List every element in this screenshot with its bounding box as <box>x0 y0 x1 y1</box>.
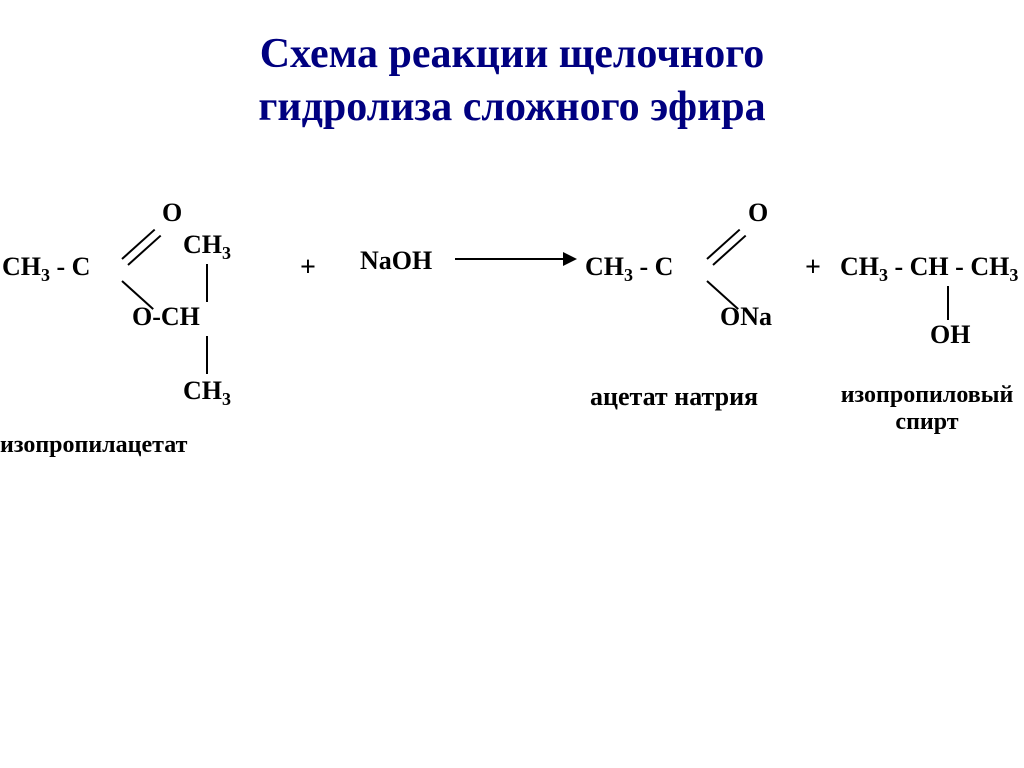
p2-vb <box>947 286 949 320</box>
reaction-scheme: CH3 - C O O-CH CH3 CH3 изопропилацетат +… <box>0 180 1024 500</box>
reactant-ch3-b: CH3 <box>183 376 231 410</box>
arrow-head <box>563 252 577 266</box>
title-line2: гидролиза сложного эфира <box>258 84 765 130</box>
reactant-o-top: O <box>162 198 182 228</box>
product1-o-top: O <box>748 198 768 228</box>
arrow-shaft <box>455 258 565 260</box>
reactant-och: O-CH <box>132 302 200 332</box>
product1-ona: ONa <box>720 302 772 332</box>
title-line1: Схема реакции щелочного <box>260 31 765 77</box>
product2-name: изопропиловый спирт <box>832 382 1022 436</box>
reactant-name: изопропилацетат <box>0 432 187 459</box>
product1-name: ацетат натрия <box>590 382 758 412</box>
reactant-vb1 <box>206 264 208 302</box>
reactant-ch3: CH3 - C <box>2 252 90 286</box>
plus-2: + <box>805 252 821 284</box>
naoh: NaOH <box>360 246 432 276</box>
product2-line1: CH3 - CH - CH3 <box>840 252 1018 286</box>
product1-ch3c: CH3 - C <box>585 252 673 286</box>
product2-oh: OH <box>930 320 970 350</box>
slide-title: Схема реакции щелочного гидролиза сложно… <box>0 0 1024 133</box>
reactant-ch3-a: CH3 <box>183 230 231 264</box>
reactant-vb2 <box>206 336 208 374</box>
plus-1: + <box>300 252 316 284</box>
